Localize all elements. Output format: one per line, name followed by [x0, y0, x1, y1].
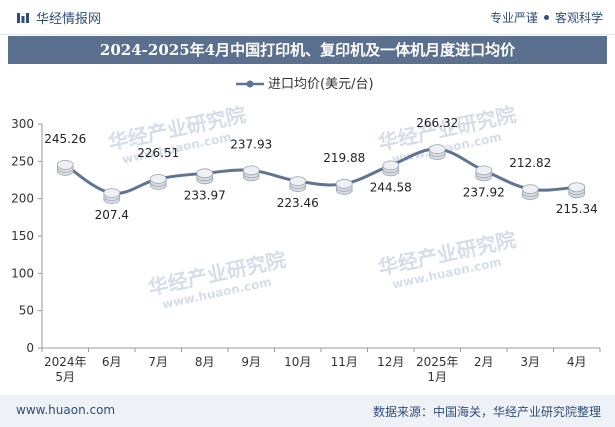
y-tick-label: 100	[11, 266, 34, 280]
data-point-1	[56, 159, 74, 176]
chart-title: 2024-2025年4月中国打印机、复印机及一体机月度进口均价	[8, 36, 607, 64]
data-point-12	[568, 182, 586, 199]
marker-layer	[382, 160, 400, 171]
marker-layer	[103, 188, 121, 199]
data-label-7: 219.88	[323, 151, 365, 165]
legend-label: 进口均价(美元/台)	[268, 77, 374, 92]
slogan: 专业严谨 客观科学	[490, 9, 603, 26]
data-point-10	[475, 165, 493, 182]
marker-layer	[56, 159, 74, 170]
marker-layer	[475, 165, 493, 176]
footer-website[interactable]: www.huaon.com	[16, 403, 116, 417]
y-tick-label: 0	[26, 341, 34, 355]
y-tick-label: 250	[11, 154, 34, 168]
top-bar: 华经情报网 专业严谨 客观科学	[0, 0, 615, 35]
legend-marker-icon	[246, 80, 254, 88]
data-label-4: 233.97	[184, 188, 226, 202]
marker-layer	[242, 165, 260, 176]
x-tick-label: 4月	[567, 355, 587, 369]
data-label-2: 207.4	[95, 208, 129, 222]
y-tick-label: 150	[11, 229, 34, 243]
x-tick-label: 9月	[241, 355, 261, 369]
y-tick-label: 200	[11, 192, 34, 206]
x-tick-label-month: 1月	[427, 370, 447, 384]
data-point-8	[382, 160, 400, 177]
brand-logo-icon	[17, 12, 29, 23]
y-tick-label: 50	[19, 304, 34, 318]
data-point-5	[242, 165, 260, 182]
x-tick-label: 2024年	[44, 355, 87, 369]
data-point-11	[521, 184, 539, 200]
data-point-6	[289, 176, 307, 193]
data-point-4	[196, 168, 214, 185]
data-label-9: 266.32	[416, 116, 458, 130]
marker-layer	[335, 178, 353, 189]
x-tick-label: 2025年	[416, 355, 459, 369]
marker-layer	[289, 176, 307, 187]
x-tick-label: 10月	[284, 355, 311, 369]
data-point-9	[428, 144, 446, 161]
x-tick-label: 6月	[102, 355, 122, 369]
marker-layer	[568, 182, 586, 193]
legend: 进口均价(美元/台)	[236, 77, 374, 92]
x-tick-label: 11月	[331, 355, 358, 369]
brand[interactable]: 华经情报网	[16, 8, 101, 27]
slogan-item-2: 客观科学	[554, 11, 603, 25]
series	[56, 144, 586, 205]
data-point-2	[103, 188, 121, 205]
data-label-5: 237.93	[230, 137, 272, 151]
data-label-8: 244.58	[370, 180, 412, 194]
data-labels: 245.26 207.4 226.51 233.97 237.93 223.46 219.8…	[44, 116, 598, 222]
x-tick-label: 8月	[195, 355, 215, 369]
marker-layer	[149, 173, 167, 184]
data-label-10: 237.92	[463, 185, 505, 199]
footer: www.huaon.com 数据来源：中国海关，华经产业研究院整理	[0, 395, 615, 427]
footer-source: 数据来源：中国海关，华经产业研究院整理	[372, 405, 601, 419]
data-label-1: 245.26	[44, 132, 86, 146]
x-tick-label: 3月	[520, 355, 540, 369]
brand-name: 华经情报网	[36, 12, 102, 27]
data-label-12: 215.34	[556, 202, 598, 216]
x-tick-label: 2月	[474, 355, 494, 369]
data-point-7	[335, 178, 353, 195]
y-tick-label: 300	[11, 117, 34, 131]
marker-layer	[196, 168, 214, 179]
x-tick-label: 12月	[377, 355, 404, 369]
slogan-item-1: 专业严谨	[489, 11, 538, 25]
data-point-3	[149, 173, 167, 190]
data-label-11: 212.82	[509, 156, 551, 170]
data-label-3: 226.51	[137, 146, 179, 160]
slogan-separator-icon	[543, 15, 549, 20]
data-label-6: 223.46	[277, 196, 319, 210]
marker-layer	[428, 144, 446, 155]
x-tick-label: 7月	[148, 355, 168, 369]
x-tick-label-month: 5月	[55, 370, 75, 384]
marker-layer	[521, 184, 539, 194]
